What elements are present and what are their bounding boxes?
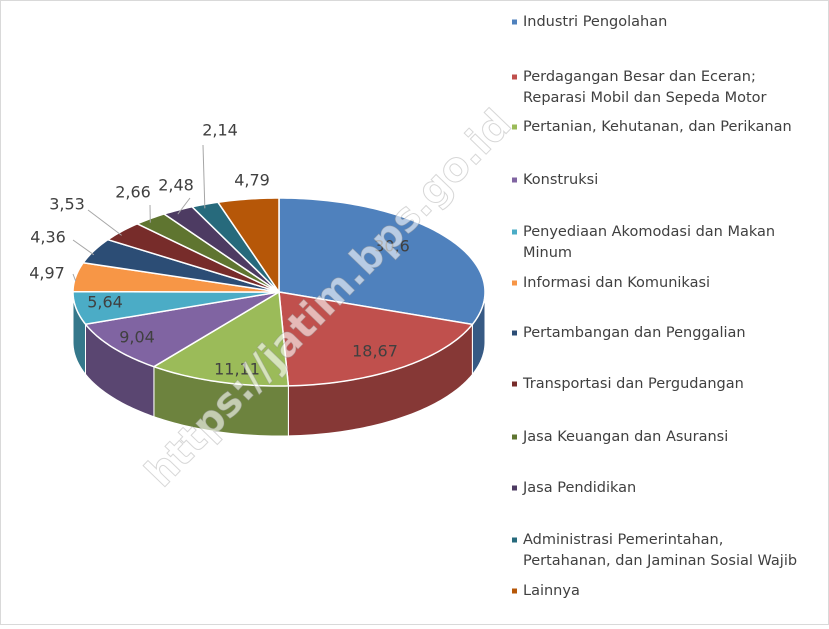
legend-marker: [512, 486, 517, 491]
legend-marker: [512, 20, 517, 25]
legend-label: Lainnya: [523, 583, 580, 599]
data-label: 2,66: [115, 183, 151, 202]
legend-label: Pertanian, Kehutanan, dan Perikanan: [523, 119, 792, 135]
data-label: 4,79: [234, 171, 270, 190]
legend-marker: [512, 589, 517, 594]
legend-label: Industri Pengolahan: [523, 14, 667, 30]
legend-marker: [512, 331, 517, 336]
data-label: 2,48: [158, 176, 194, 195]
legend-label: Jasa Pendidikan: [522, 480, 636, 496]
data-label: 4,36: [30, 228, 66, 247]
legend-label: Konstruksi: [523, 172, 598, 188]
legend-label: Jasa Keuangan dan Asuransi: [522, 429, 728, 445]
legend-marker: [512, 435, 517, 440]
legend-marker: [512, 281, 517, 286]
data-label: 5,64: [87, 293, 123, 312]
data-label: 2,14: [202, 121, 238, 140]
data-label: 4,97: [29, 264, 65, 283]
legend-marker: [512, 382, 517, 387]
legend-label: Informasi dan Komunikasi: [523, 275, 710, 291]
legend-label: Pertambangan dan Penggalian: [523, 325, 746, 341]
legend-marker: [512, 75, 517, 80]
data-label: 9,04: [119, 328, 155, 347]
legend-label: Transportasi dan Pergudangan: [522, 376, 744, 392]
legend-marker: [512, 230, 517, 235]
data-label: 18,67: [352, 342, 398, 361]
data-label: 3,53: [49, 195, 85, 214]
legend-marker: [512, 538, 517, 543]
legend-marker: [512, 178, 517, 183]
